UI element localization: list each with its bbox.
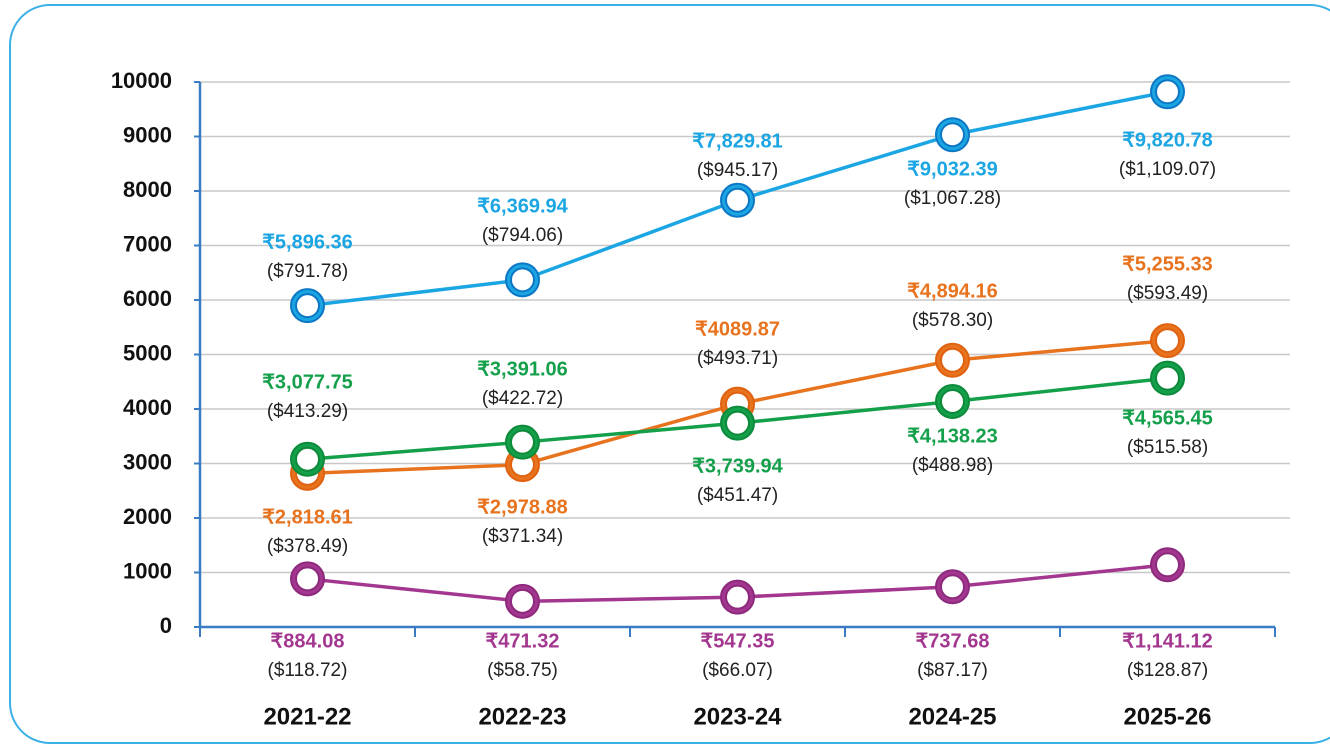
usd-label: ($593.49) <box>1127 283 1208 304</box>
marker-highlight <box>1152 76 1183 108</box>
usd-label: ($515.58) <box>1127 437 1208 458</box>
y-tick-label: 10000 <box>111 68 172 93</box>
marker-highlight <box>1152 362 1183 394</box>
value-label: ₹471.32 <box>486 630 560 652</box>
marker-highlight <box>507 585 538 617</box>
usd-label: ($488.98) <box>912 455 993 476</box>
y-tick-label: 4000 <box>123 395 172 420</box>
x-tick-label: 2023-24 <box>693 703 782 730</box>
usd-label: ($578.30) <box>912 310 993 331</box>
marker-highlight <box>1152 549 1183 581</box>
value-label: ₹3,077.75 <box>262 371 353 393</box>
marker-highlight <box>937 119 968 151</box>
value-label: ₹9,032.39 <box>907 158 998 180</box>
marker-highlight <box>292 290 323 322</box>
y-tick-label: 7000 <box>123 231 172 256</box>
usd-label: ($128.87) <box>1127 660 1208 681</box>
y-tick-label: 2000 <box>123 504 172 529</box>
value-label: ₹1,141.12 <box>1122 630 1213 652</box>
value-label: ₹7,829.81 <box>692 130 783 152</box>
marker-highlight <box>937 344 968 376</box>
marker-highlight <box>1152 325 1183 357</box>
usd-label: ($493.71) <box>697 348 778 369</box>
value-label: ₹5,896.36 <box>262 231 353 253</box>
marker-highlight <box>722 407 753 439</box>
marker-highlight <box>722 184 753 216</box>
panel <box>9 4 1330 744</box>
usd-label: ($118.72) <box>268 660 348 681</box>
y-tick-label: 0 <box>160 613 172 638</box>
y-tick-label: 9000 <box>123 122 172 147</box>
usd-label: ($413.29) <box>267 401 348 422</box>
x-tick-label: 2025-26 <box>1123 703 1211 730</box>
value-label: ₹4,565.45 <box>1122 407 1213 429</box>
x-tick-label: 2022-23 <box>478 703 566 730</box>
usd-label: ($66.07) <box>702 660 773 681</box>
value-label: ₹547.35 <box>701 630 775 652</box>
usd-label: ($791.78) <box>267 261 348 282</box>
value-label: ₹4089.87 <box>695 318 780 340</box>
usd-label: ($371.34) <box>482 526 563 547</box>
y-tick-label: 3000 <box>123 449 172 474</box>
value-label: ₹4,138.23 <box>907 425 998 447</box>
value-label: ₹737.68 <box>916 630 990 652</box>
y-tick-label: 8000 <box>123 177 172 202</box>
usd-label: ($378.49) <box>267 536 348 557</box>
y-tick-label: 5000 <box>123 340 172 365</box>
value-label: ₹2,978.88 <box>477 496 568 518</box>
marker-highlight <box>292 563 323 595</box>
usd-label: ($945.17) <box>697 160 778 181</box>
marker-highlight <box>722 581 753 613</box>
usd-label: ($1,109.07) <box>1119 159 1216 180</box>
usd-label: ($794.06) <box>482 225 563 246</box>
x-tick-label: 2021-22 <box>263 703 351 730</box>
value-label: ₹4,894.16 <box>907 280 998 302</box>
usd-label: ($58.75) <box>487 660 558 681</box>
marker-highlight <box>507 264 538 296</box>
marker-highlight <box>937 385 968 417</box>
value-label: ₹3,739.94 <box>692 455 783 477</box>
x-tick-label: 2024-25 <box>908 703 996 730</box>
value-label: ₹884.08 <box>271 630 345 652</box>
value-label: ₹2,818.61 <box>262 506 353 528</box>
y-tick-label: 1000 <box>123 558 172 583</box>
marker-highlight <box>937 571 968 603</box>
value-label: ₹6,369.94 <box>477 195 568 217</box>
usd-label: ($87.17) <box>917 660 988 681</box>
marker-highlight <box>292 443 323 475</box>
usd-label: ($1,067.28) <box>904 188 1001 209</box>
usd-label: ($451.47) <box>697 485 778 506</box>
value-label: ₹3,391.06 <box>477 358 568 380</box>
value-label: ₹5,255.33 <box>1122 253 1213 275</box>
marker-highlight <box>507 426 538 458</box>
usd-label: ($422.72) <box>482 388 563 409</box>
y-tick-label: 6000 <box>123 286 172 311</box>
value-label: ₹9,820.78 <box>1122 129 1213 151</box>
